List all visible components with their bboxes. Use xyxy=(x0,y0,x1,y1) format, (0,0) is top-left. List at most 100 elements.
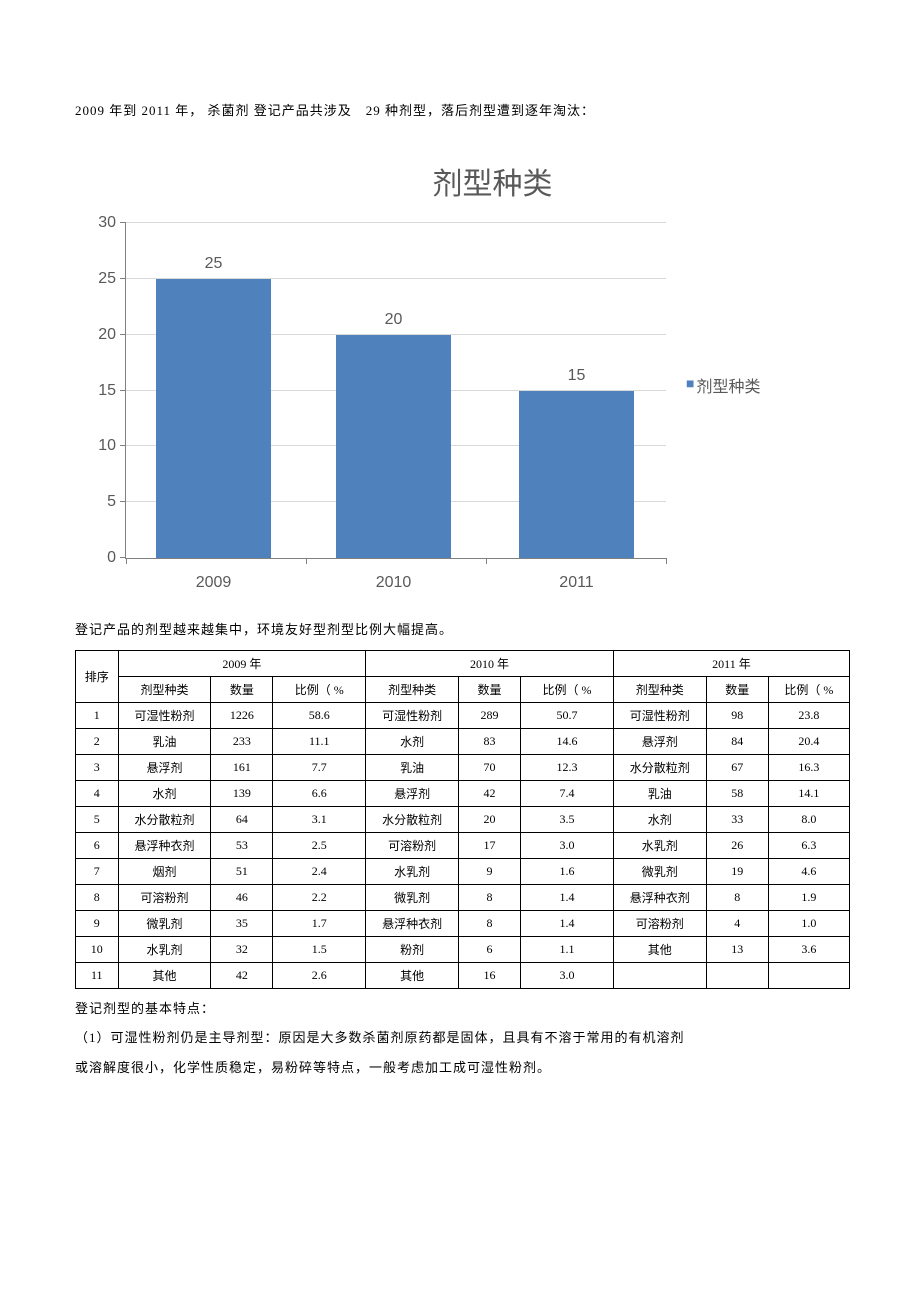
table-cell: 53 xyxy=(211,833,273,859)
table-subheader: 比例（ % xyxy=(273,677,366,703)
table-cell: 乳油 xyxy=(613,781,706,807)
chart-legend: ■ 剂型种类 xyxy=(686,373,760,397)
table-cell-rank: 2 xyxy=(76,729,119,755)
chart-gridline xyxy=(126,222,666,223)
table-cell: 1226 xyxy=(211,703,273,729)
table-cell: 水分散粒剂 xyxy=(118,807,211,833)
table-cell: 14.6 xyxy=(521,729,614,755)
table-subheader: 剂型种类 xyxy=(118,677,211,703)
table-cell: 其他 xyxy=(366,963,459,989)
table-subheader: 比例（ % xyxy=(521,677,614,703)
table-cell: 3.1 xyxy=(273,807,366,833)
chart-xtick-mark xyxy=(486,558,487,564)
notes-line-2: （1）可湿性粉剂仍是主导剂型：原因是大多数杀菌剂原药都是固体，且具有不溶于常用的… xyxy=(75,1026,850,1049)
paragraph-2: 登记产品的剂型越来越集中，环境友好型剂型比例大幅提高。 xyxy=(75,619,850,638)
table-cell: 微乳剂 xyxy=(366,885,459,911)
table-cell: 161 xyxy=(211,755,273,781)
table-cell: 42 xyxy=(211,963,273,989)
table-row: 10水乳剂321.5粉剂61.1其他133.6 xyxy=(76,937,850,963)
table-cell: 9 xyxy=(459,859,521,885)
table-cell: 可湿性粉剂 xyxy=(118,703,211,729)
table-cell-rank: 7 xyxy=(76,859,119,885)
table-cell: 3.0 xyxy=(521,833,614,859)
chart-xtick-mark xyxy=(126,558,127,564)
table-header-year: 2010 年 xyxy=(366,651,614,677)
table-cell: 微乳剂 xyxy=(613,859,706,885)
table-cell-rank: 4 xyxy=(76,781,119,807)
chart-xtick-label: 2010 xyxy=(376,558,412,592)
table-cell-rank: 9 xyxy=(76,911,119,937)
table-cell: 16 xyxy=(459,963,521,989)
table-cell: 84 xyxy=(706,729,768,755)
table-cell: 可溶粉剂 xyxy=(118,885,211,911)
table-row: 1可湿性粉剂122658.6可湿性粉剂28950.7可湿性粉剂9823.8 xyxy=(76,703,850,729)
table-cell-rank: 10 xyxy=(76,937,119,963)
table-cell: 1.9 xyxy=(768,885,849,911)
chart-xtick-mark xyxy=(306,558,307,564)
table-cell: 水乳剂 xyxy=(118,937,211,963)
table-row: 4水剂1396.6悬浮剂427.4乳油5814.1 xyxy=(76,781,850,807)
table-cell: 35 xyxy=(211,911,273,937)
table-cell: 20 xyxy=(459,807,521,833)
table-subheader: 比例（ % xyxy=(768,677,849,703)
table-cell: 可湿性粉剂 xyxy=(613,703,706,729)
chart-ytick-label: 10 xyxy=(98,437,126,455)
table-cell: 水剂 xyxy=(118,781,211,807)
table-cell: 33 xyxy=(706,807,768,833)
table-cell: 悬浮种衣剂 xyxy=(118,833,211,859)
table-cell: 17 xyxy=(459,833,521,859)
table-cell: 1.6 xyxy=(521,859,614,885)
table-subheader: 数量 xyxy=(211,677,273,703)
table-cell: 11.1 xyxy=(273,729,366,755)
table-cell: 233 xyxy=(211,729,273,755)
table-cell: 微乳剂 xyxy=(118,911,211,937)
table-cell: 139 xyxy=(211,781,273,807)
table-cell: 可溶粉剂 xyxy=(366,833,459,859)
chart-container: 剂型种类 051015202530252009202010152011 ■ 剂型… xyxy=(75,159,850,559)
table-cell: 可湿性粉剂 xyxy=(366,703,459,729)
table-row: 3悬浮剂1617.7乳油7012.3水分散粒剂6716.3 xyxy=(76,755,850,781)
table-cell: 水分散粒剂 xyxy=(613,755,706,781)
table-cell: 6.3 xyxy=(768,833,849,859)
table-cell: 可溶粉剂 xyxy=(613,911,706,937)
table-cell: 其他 xyxy=(118,963,211,989)
table-cell: 50.7 xyxy=(521,703,614,729)
legend-marker-icon: ■ xyxy=(686,377,694,393)
chart-title: 剂型种类 xyxy=(125,159,800,203)
table-cell: 58.6 xyxy=(273,703,366,729)
table-cell: 16.3 xyxy=(768,755,849,781)
table-cell: 1.4 xyxy=(521,885,614,911)
table-cell: 2.2 xyxy=(273,885,366,911)
table-cell-rank: 8 xyxy=(76,885,119,911)
chart-xtick-label: 2011 xyxy=(559,558,593,592)
table-cell: 3.5 xyxy=(521,807,614,833)
table-cell: 8 xyxy=(706,885,768,911)
table-header-year: 2011 年 xyxy=(613,651,849,677)
notes-line-3: 或溶解度很小，化学性质稳定，易粉碎等特点，一般考虑加工成可湿性粉剂。 xyxy=(75,1056,850,1079)
table-cell: 悬浮种衣剂 xyxy=(613,885,706,911)
table-row: 6悬浮种衣剂532.5可溶粉剂173.0水乳剂266.3 xyxy=(76,833,850,859)
chart-ytick-label: 30 xyxy=(98,214,126,232)
table-cell: 26 xyxy=(706,833,768,859)
table-row: 9微乳剂351.7悬浮种衣剂81.4可溶粉剂41.0 xyxy=(76,911,850,937)
table-cell: 70 xyxy=(459,755,521,781)
table-cell: 2.6 xyxy=(273,963,366,989)
table-cell: 烟剂 xyxy=(118,859,211,885)
chart-xtick-mark xyxy=(666,558,667,564)
table-row: 7烟剂512.4水乳剂91.6微乳剂194.6 xyxy=(76,859,850,885)
table-cell: 19 xyxy=(706,859,768,885)
table-cell: 8.0 xyxy=(768,807,849,833)
table-cell: 悬浮种衣剂 xyxy=(366,911,459,937)
chart-bar: 20 xyxy=(336,335,451,558)
table-row: 8可溶粉剂462.2微乳剂81.4悬浮种衣剂81.9 xyxy=(76,885,850,911)
chart-plot-area: 051015202530252009202010152011 xyxy=(125,223,666,559)
table-subheader: 剂型种类 xyxy=(613,677,706,703)
table-header-rank: 排序 xyxy=(76,651,119,703)
chart-bar-value-label: 15 xyxy=(568,367,586,391)
table-cell: 水乳剂 xyxy=(613,833,706,859)
table-cell: 20.4 xyxy=(768,729,849,755)
table-cell: 2.4 xyxy=(273,859,366,885)
table-cell xyxy=(706,963,768,989)
chart-ytick-label: 25 xyxy=(98,270,126,288)
chart-plot: 051015202530252009202010152011 xyxy=(125,223,666,559)
